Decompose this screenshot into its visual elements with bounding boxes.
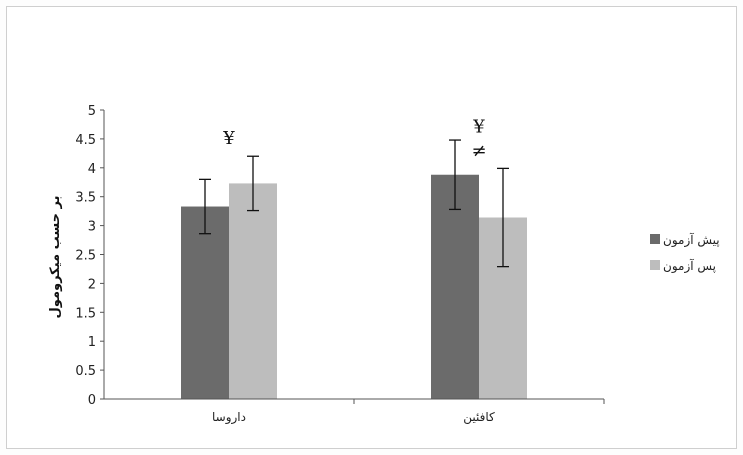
error-bars bbox=[199, 139, 509, 268]
bar-0-0 bbox=[181, 206, 229, 399]
legend: پیش آزمون پس آزمون bbox=[650, 232, 720, 274]
y-tick-label: 5 bbox=[88, 104, 96, 119]
y-axis: 0 0.5 1 1.5 2 2.5 3 3.5 4 4.5 5 bbox=[75, 104, 105, 408]
bar-chart: 0 0.5 1 1.5 2 2.5 3 3.5 4 4.5 5 ¥ ¥ ≠ داروسا کافئین ب… bbox=[48, 104, 720, 425]
legend-swatch bbox=[650, 234, 660, 244]
y-axis-label: بر حسب میکرومول bbox=[48, 196, 63, 319]
y-tick-label: 2 bbox=[88, 277, 96, 292]
bar-0-1 bbox=[229, 183, 277, 399]
y-tick-label: 0 bbox=[88, 393, 96, 408]
significance-marker: ≠ bbox=[471, 140, 486, 161]
x-category-label: داروسا bbox=[212, 410, 246, 425]
bars bbox=[181, 174, 527, 399]
y-tick-label: 4 bbox=[88, 162, 96, 177]
significance-marker: ¥ bbox=[472, 116, 485, 137]
y-tick-label: 2.5 bbox=[75, 249, 96, 264]
legend-label: پس آزمون bbox=[663, 258, 716, 274]
y-tick-label: 1 bbox=[88, 335, 96, 350]
legend-label: پیش آزمون bbox=[663, 232, 720, 248]
bar-1-0 bbox=[431, 174, 479, 399]
legend-swatch bbox=[650, 260, 660, 270]
significance-markers: ¥ ¥ ≠ bbox=[222, 116, 486, 161]
y-tick-label: 3 bbox=[88, 220, 96, 235]
y-tick-label: 1.5 bbox=[75, 306, 96, 321]
y-tick-label: 3.5 bbox=[75, 191, 96, 206]
significance-marker: ¥ bbox=[222, 128, 235, 149]
chart-frame: 0 0.5 1 1.5 2 2.5 3 3.5 4 4.5 5 ¥ ¥ ≠ داروسا کافئین ب… bbox=[6, 6, 737, 449]
y-tick-label: 0.5 bbox=[75, 364, 96, 379]
y-tick-label: 4.5 bbox=[75, 133, 96, 148]
x-category-label: کافئین bbox=[463, 410, 495, 425]
x-axis: داروسا کافئین bbox=[104, 398, 605, 425]
